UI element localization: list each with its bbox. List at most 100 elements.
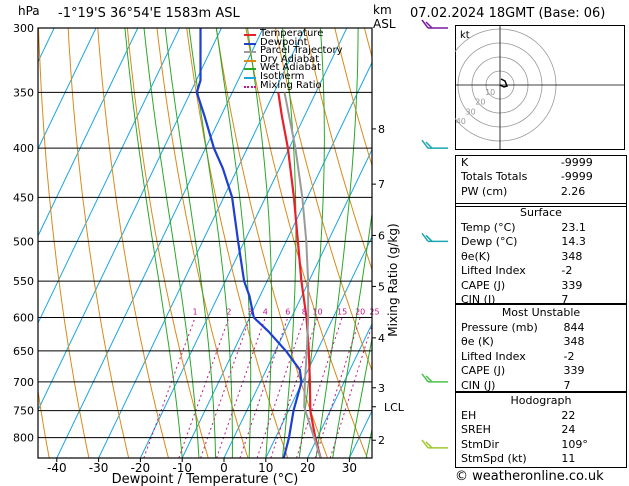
row-value: -2: [563, 349, 575, 363]
mixing-ratio-line: [178, 317, 230, 458]
legend-swatch: [244, 76, 256, 79]
table-row: Lifted Index -2: [456, 264, 626, 278]
km-tick-label: 2: [378, 434, 385, 447]
legend-label: Temperature: [260, 28, 324, 39]
temp-tick-label: 20: [300, 461, 315, 475]
table-row: Pressure (mb) 844: [456, 321, 626, 335]
table-row: K -9999: [456, 156, 626, 170]
table-title: Hodograph: [510, 394, 572, 407]
pressure-tick-label: 350: [13, 86, 34, 99]
legend-item: Parcel Trajectory: [244, 45, 343, 57]
table-title: Most Unstable: [501, 306, 581, 319]
temp-tick-label: -10: [172, 461, 192, 475]
wind-barb-flag: [421, 19, 429, 29]
isotherm-line: [181, 61, 372, 458]
wind-barb: [421, 373, 448, 383]
pressure-tick-label: 700: [13, 376, 34, 389]
skewt-diagram: 1 2 3 4 6 8 10 15 20 2530035040045050055060065070…: [13, 19, 455, 486]
km-label: km: [373, 3, 392, 17]
mixing-ratio-label: 8: [302, 307, 307, 316]
row-value: -9999: [560, 156, 593, 169]
table-row: θe(K) 348: [456, 250, 626, 264]
row-key: θe (K): [461, 335, 494, 349]
surface-box: Surface Temp (°C) 23.1 Dewp (°C) 14.3 θe(K) 34…: [455, 203, 627, 307]
isotherm-line: [391, 28, 455, 458]
row-key: CIN (J): [461, 378, 496, 392]
legend-swatch: [244, 51, 256, 54]
row-key: CAPE (J): [461, 364, 506, 378]
hodograph-table-box: Hodograph EH 22 SREH 24 StmDir 109° StmSpd (kt)…: [455, 391, 627, 468]
legend-item: Dewpoint: [244, 36, 343, 48]
series-dewpoint: [195, 28, 303, 458]
km-tick-label: 8: [378, 123, 385, 136]
mixing-ratio-label: 2: [226, 307, 231, 316]
legend: Temperature Dewpoint Parcel Trajectory Dry …: [244, 28, 343, 91]
mixing-ratio-label: 15: [337, 307, 347, 316]
row-key: Pressure (mb): [461, 321, 538, 334]
row-value: 348: [563, 335, 585, 349]
row-value: -2: [561, 264, 573, 278]
dry-adiabat-line: [334, 28, 372, 167]
pressure-tick-label: 500: [13, 235, 34, 248]
row-value: 844: [563, 321, 585, 334]
dry-adiabat-line: [424, 28, 455, 458]
row-key: Lifted Index: [461, 349, 526, 363]
legend-swatch: [244, 34, 256, 36]
wind-barb-flag: [421, 439, 429, 449]
table-row: Totals Totals -9999: [456, 170, 626, 184]
row-key: CIN (J): [461, 293, 496, 307]
row-key: StmDir: [461, 437, 500, 451]
table-row: CAPE (J) 339: [456, 279, 626, 293]
mixing-ratio-label: 1: [193, 307, 198, 316]
series-temperature: [277, 92, 322, 458]
mixing-ratio-label: 25: [369, 307, 379, 316]
row-key: EH: [461, 409, 477, 422]
isotherm-line: [38, 28, 222, 412]
table-row: CAPE (J) 339: [456, 364, 626, 378]
isotherm-line: [98, 28, 306, 458]
row-key: K: [461, 156, 469, 169]
pressure-tick-label: 300: [13, 22, 34, 35]
legend-label: Mixing Ratio: [260, 79, 322, 91]
hpa-label: hPa: [18, 4, 40, 18]
isotherm-line: [307, 322, 372, 458]
legend-item: Temperature: [244, 28, 343, 39]
temp-tick-label: -20: [131, 461, 151, 475]
location-title: -1°19'S 36°54'E 1583m ASL: [58, 6, 240, 21]
row-value: 339: [561, 278, 583, 292]
legend-label: Isotherm: [260, 70, 305, 82]
row-value: 7: [563, 378, 571, 392]
plot-frame: [37, 27, 373, 459]
table-row: Dewp (°C) 14.3: [456, 235, 626, 249]
temp-tick-label: 30: [342, 461, 357, 475]
datetime-title: 07.02.2024 18GMT (Base: 06): [410, 6, 606, 21]
pressure-tick-label: 400: [13, 142, 34, 155]
most-unstable-box: Most Unstable Pressure (mb) 844 θe (K) 348 Li…: [455, 303, 627, 393]
indices-box: K -9999 Totals Totals -9999 PW (cm) 2.26: [455, 155, 627, 207]
hodograph-trace: [499, 78, 508, 88]
legend-item: Isotherm: [244, 70, 343, 82]
hodograph-ring-label: 40: [456, 117, 466, 126]
credit-text: © weatheronline.co.uk: [455, 469, 604, 484]
hodograph-ring-label: 20: [475, 98, 485, 107]
table-row: θe (K) 348: [456, 335, 626, 349]
wind-barb-flag: [425, 141, 433, 149]
lcl-label: LCL: [384, 401, 405, 414]
wind-barb: [421, 439, 448, 449]
pressure-tick-label: 750: [13, 405, 34, 418]
row-key: CAPE (J): [461, 278, 506, 292]
legend-label: Parcel Trajectory: [260, 45, 343, 57]
legend-label: Dewpoint: [260, 36, 308, 48]
mixing-ratio-line: [329, 323, 372, 458]
row-key: PW (cm): [461, 184, 508, 198]
mixing-ratio-label: 6: [285, 307, 290, 316]
row-key: Totals Totals: [461, 170, 528, 184]
row-value: 7: [561, 293, 569, 307]
legend-item: Dry Adiabat: [244, 54, 343, 65]
legend-swatch: [244, 68, 256, 71]
isotherm-line: [38, 28, 181, 325]
wind-barb-flag: [421, 232, 429, 242]
asl-label: ASL: [373, 17, 396, 31]
hodograph-ring-label: 30: [466, 107, 476, 116]
